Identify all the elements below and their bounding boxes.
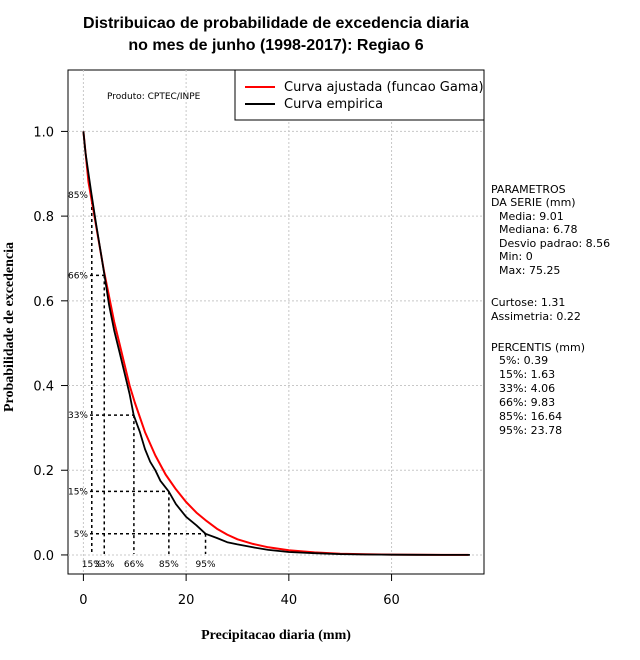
percentile-x-label: 33% xyxy=(94,560,114,570)
params-header-2: DA SERIE (mm) xyxy=(491,196,576,209)
stat-desvio: Desvio padrao: 8.56 xyxy=(499,237,610,250)
x-axis-label: Precipitacao diaria (mm) xyxy=(201,628,351,643)
grid xyxy=(68,70,484,574)
series-lines xyxy=(82,131,470,556)
stat-mediana: Mediana: 6.78 xyxy=(499,223,577,236)
chart-title-line1: Distribuicao de probabilidade de exceden… xyxy=(83,15,469,32)
percentile-y-label: 33% xyxy=(68,411,88,421)
percentile-y-label: 5% xyxy=(74,530,89,540)
legend-label-fitted: Curva ajustada (funcao Gama) xyxy=(284,80,484,95)
stat-assimetria: Assimetria: 0.22 xyxy=(491,310,581,323)
percentil-5: 5%: 0.39 xyxy=(499,354,548,367)
axis-ticks: 0 20 40 60 0.0 0.2 0.4 0.6 0.8 1.0 xyxy=(33,125,400,608)
chart-title-line2: no mes de junho (1998-2017): Regiao 6 xyxy=(128,37,423,54)
product-label: Produto: CPTEC/INPE xyxy=(107,92,201,102)
percentile-x-label: 85% xyxy=(159,560,179,570)
y-tick-label: 1.0 xyxy=(33,125,54,140)
empirical-curve xyxy=(82,131,470,556)
x-tick-label: 20 xyxy=(178,593,195,608)
stat-media: Media: 9.01 xyxy=(499,210,564,223)
percentile-markers: 5% 95% 15% 85% 33% 66% 66% 33% 85% 15% xyxy=(68,191,216,570)
percentile-y-label: 15% xyxy=(68,487,88,497)
plot-frame xyxy=(67,69,485,575)
stat-min: Min: 0 xyxy=(499,250,533,263)
percentis-header: PERCENTIS (mm) xyxy=(491,341,585,354)
y-tick-label: 0.8 xyxy=(33,210,54,225)
percentile-x-label: 95% xyxy=(196,560,216,570)
y-axis-label: Probabilidade de excedencia xyxy=(2,242,17,412)
percentil-85: 85%: 16.64 xyxy=(499,410,562,423)
percentile-x-label: 66% xyxy=(124,560,144,570)
y-tick-label: 0.0 xyxy=(33,549,54,564)
legend-box xyxy=(234,69,485,121)
y-tick-label: 0.6 xyxy=(33,295,54,310)
stat-curtose: Curtose: 1.31 xyxy=(491,296,565,309)
x-tick-label: 0 xyxy=(79,593,87,608)
y-tick-label: 0.4 xyxy=(33,380,54,395)
statistics-panel: PARAMETROS DA SERIE (mm) Media: 9.01 Med… xyxy=(491,183,610,437)
percentil-15: 15%: 1.63 xyxy=(499,368,555,381)
percentile-y-label: 66% xyxy=(68,271,88,281)
y-tick-label: 0.2 xyxy=(33,464,54,479)
legend-label-empirical: Curva empirica xyxy=(284,97,383,112)
legend: Curva ajustada (funcao Gama) Curva empir… xyxy=(234,69,485,121)
fitted-gamma-curve xyxy=(82,131,469,556)
x-tick-label: 60 xyxy=(383,593,400,608)
percentile-y-label: 85% xyxy=(68,191,88,201)
percentil-95: 95%: 23.78 xyxy=(499,424,562,437)
percentil-33: 33%: 4.06 xyxy=(499,382,555,395)
percentile-x-label: 15% xyxy=(82,560,102,570)
percentil-66: 66%: 9.83 xyxy=(499,396,555,409)
stat-max: Max: 75.25 xyxy=(499,264,560,277)
params-header-1: PARAMETROS xyxy=(491,183,566,196)
x-tick-label: 40 xyxy=(281,593,298,608)
